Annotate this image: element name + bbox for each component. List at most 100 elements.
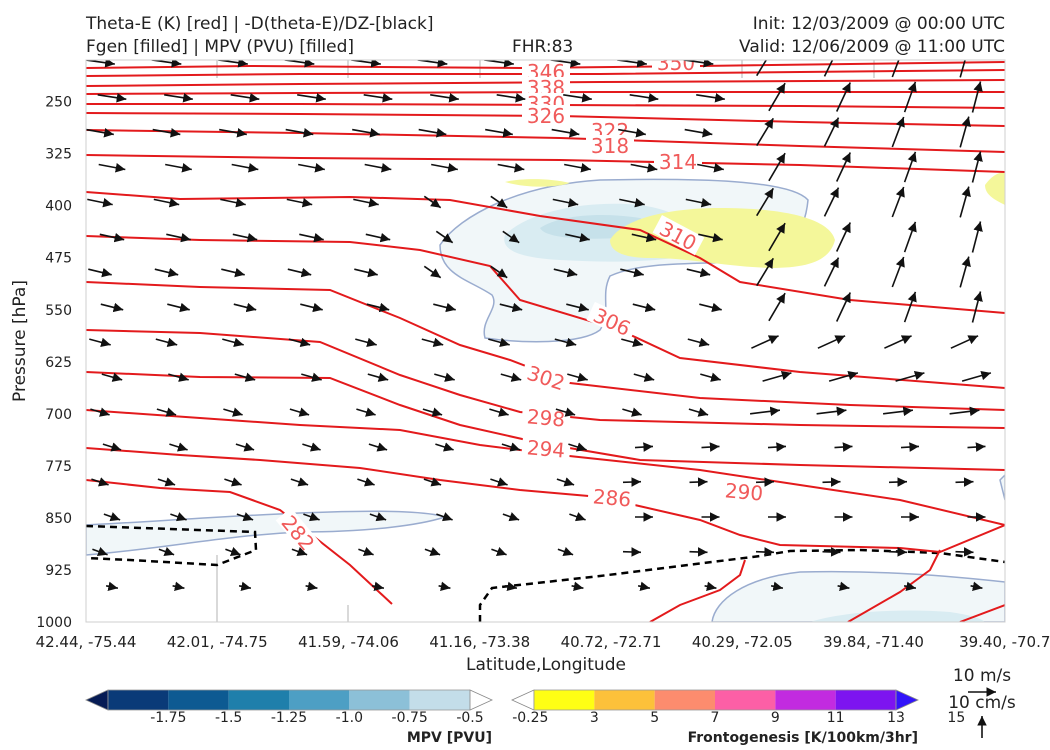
wind-vector: [423, 195, 442, 209]
wind-vector: [301, 372, 322, 382]
wind-vector: [835, 152, 852, 182]
fgen-region: [985, 172, 1005, 205]
theta-e-contour: [86, 235, 1005, 389]
theta-e-contour-label: 350: [657, 51, 695, 75]
wind-vector: [225, 546, 241, 556]
colorbar-swatch: [228, 690, 289, 710]
wind-vector: [903, 291, 917, 323]
theta-e-contour: [847, 549, 941, 622]
wind-vector: [891, 116, 905, 148]
wind-vector: [433, 302, 456, 313]
wind-vector: [99, 232, 125, 243]
wind-vector: [364, 163, 392, 173]
wind-vector: [822, 477, 841, 487]
wind-vector: [302, 442, 321, 452]
wind-vector: [152, 128, 181, 138]
wind-vector: [363, 92, 393, 103]
wind-vector: [557, 546, 574, 556]
wind-vector: [491, 546, 507, 556]
contour-label-bg: [522, 105, 570, 125]
wind-vector: [502, 230, 520, 244]
wind-vector: [86, 60, 115, 68]
colorbar-frame: [107, 689, 471, 711]
mpv-region: [711, 570, 1005, 622]
contour-label-bg: [522, 77, 570, 97]
wind-vector: [835, 222, 852, 252]
wind-vector: [961, 370, 992, 382]
wind-vector: [768, 152, 786, 182]
wind-vector: [823, 257, 840, 287]
x-tick-label: 40.29, -72.05: [692, 633, 793, 651]
colorbar-frame: [533, 689, 897, 711]
theta-e-contour-label: 298: [526, 404, 566, 431]
wind-vector: [105, 581, 119, 591]
wind-vector: [571, 581, 584, 591]
wind-vector: [436, 512, 453, 522]
wind-vector: [955, 477, 974, 487]
contour-label-bg: [521, 404, 571, 430]
forecast-hour: FHR:83: [512, 37, 574, 57]
wind-vector: [767, 442, 787, 452]
wind-vector: [102, 442, 122, 452]
wind-vector: [835, 82, 852, 112]
contour-label-bg: [652, 215, 705, 256]
wind-vector: [155, 337, 178, 348]
wind-vector: [97, 92, 127, 103]
wind-vector: [86, 128, 114, 138]
wind-vector: [768, 292, 786, 322]
wind-vector: [417, 60, 448, 68]
wind-vector: [949, 406, 980, 417]
wind-vector: [156, 407, 177, 417]
colorbar-tick-label: -1.25: [271, 710, 307, 726]
wind-vector: [87, 197, 113, 208]
wind-vector: [817, 335, 846, 349]
wind-vector: [288, 337, 311, 348]
colorbar-tick-label: 7: [711, 710, 720, 726]
wind-vector: [496, 92, 526, 103]
wind-key: 10 m/s 10 cm/s: [948, 666, 1016, 738]
wind-vector: [550, 60, 581, 68]
contour-label-bg: [520, 360, 573, 394]
theta-e-contour: [649, 559, 746, 622]
theta-e-contour: [86, 479, 393, 605]
wind-vector: [353, 197, 379, 208]
wind-vector: [291, 546, 308, 556]
wind-vector: [438, 581, 451, 591]
wind-vector: [232, 232, 258, 243]
wind-vector: [699, 302, 722, 313]
wind-vector: [297, 92, 326, 103]
wind-vector: [637, 581, 651, 591]
wind-vector: [883, 406, 913, 417]
wind-vector: [568, 442, 587, 452]
y-tick-label: 775: [45, 459, 72, 475]
wind-vector: [755, 547, 775, 557]
wind-vector: [172, 581, 185, 591]
wind-vector: [497, 163, 525, 173]
wind-vector: [305, 581, 318, 591]
wind-vector: [151, 60, 182, 68]
wind-vector: [357, 477, 375, 487]
wind-vector: [235, 442, 255, 452]
wind-vector: [950, 335, 979, 349]
wind-vector: [501, 442, 521, 452]
wind-vector: [696, 92, 725, 103]
wind-vector: [365, 232, 391, 243]
wind-vector: [284, 60, 315, 68]
colorbar-extend: [895, 689, 919, 711]
wind-vector: [356, 407, 376, 417]
wind-vector: [959, 186, 971, 218]
wind-vector: [298, 163, 325, 173]
wind-vectors: [86, 60, 992, 591]
theta-e-contour-label: 326: [527, 104, 565, 128]
colorbar-extend: [469, 689, 493, 711]
wind-vector: [289, 407, 310, 417]
wind-vector: [165, 163, 192, 173]
wind-vector: [686, 267, 711, 278]
wind-vector: [959, 256, 971, 288]
colorbar-tick-label: 3: [590, 710, 599, 726]
wind-vector: [423, 265, 442, 279]
contour-label-bg: [275, 507, 322, 558]
wind-vector: [98, 163, 126, 173]
wind-vector: [621, 337, 643, 348]
